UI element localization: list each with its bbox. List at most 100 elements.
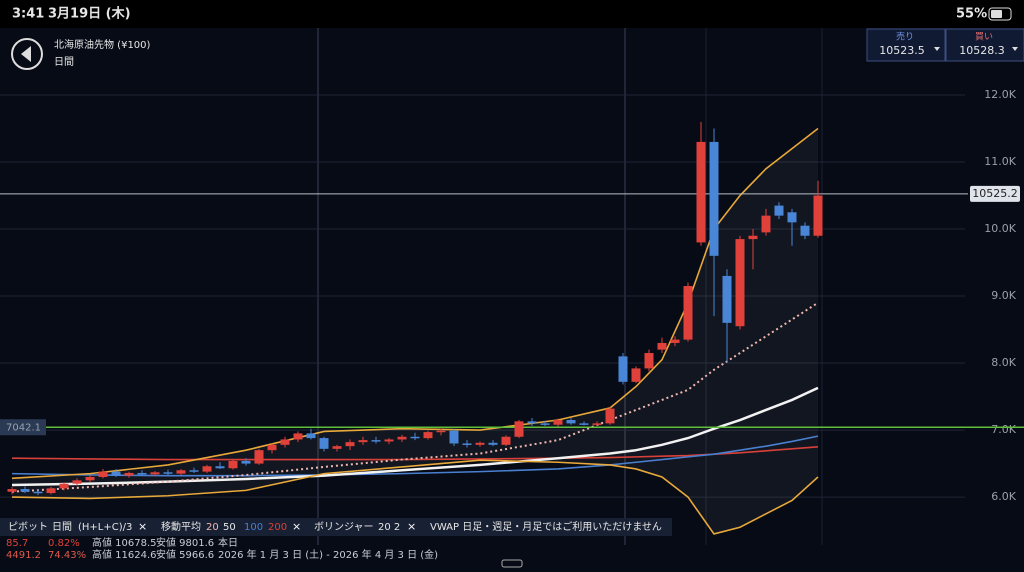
stat-text: 85.7 (6, 538, 28, 549)
candle-body (488, 442, 498, 445)
status-bar (0, 0, 1024, 28)
y-tick-label: 6.0K (991, 490, 1016, 503)
candle-body (189, 470, 199, 472)
candle-body (761, 215, 771, 233)
battery-level: 55% (956, 7, 987, 22)
candle-body (410, 436, 420, 439)
y-tick-label: 10.0K (984, 222, 1016, 235)
legend-text: (H+L+C)/3 (78, 522, 132, 533)
candle-body (631, 368, 641, 382)
buy-price: 10528.3 (959, 44, 1005, 57)
candle-body (176, 470, 186, 474)
stat-text: 高値 11624.6 (92, 548, 157, 561)
candle-body (241, 460, 251, 464)
instrument-title: 北海原油先物 (¥100) (54, 38, 151, 51)
legend-text: 移動平均 (161, 520, 201, 533)
pivot-label-box (0, 419, 46, 436)
candle-body (527, 421, 537, 424)
legend-text: ピボット (8, 521, 48, 533)
candle-body (332, 446, 342, 449)
candle-body (202, 466, 212, 472)
y-tick-label: 9.0K (991, 289, 1016, 302)
y-tick-label: 11.0K (984, 155, 1016, 168)
candle-body (371, 440, 381, 442)
candle-body (605, 408, 615, 424)
battery-icon (988, 7, 1012, 21)
candle-body (618, 356, 628, 382)
candle-body (20, 489, 30, 492)
bollinger-band-fill (12, 128, 818, 534)
candle-body (696, 141, 706, 243)
candle-body (514, 421, 524, 437)
candle-body (423, 432, 433, 439)
candle-body (306, 433, 316, 439)
candle-body (553, 420, 563, 425)
last-price-label: 10525.2 (972, 187, 1018, 200)
stat-text: 高値 10678.5 (92, 536, 157, 549)
back-arrow (21, 46, 31, 62)
candle-body (800, 225, 810, 236)
legend-entry: 200 (268, 522, 287, 533)
sell-quote[interactable]: 売り 10523.5 (866, 28, 946, 62)
stat-text: 0.82% (48, 538, 80, 549)
handle[interactable] (501, 559, 523, 568)
candle-body (462, 443, 472, 445)
dropdown (934, 47, 940, 51)
stat-text: 安値 5966.6 (156, 548, 214, 561)
close-icon[interactable]: × (292, 520, 301, 533)
candle-body (501, 436, 511, 445)
legend-text: 日間 (52, 521, 72, 533)
candle-body (267, 444, 277, 451)
back-button[interactable] (11, 38, 43, 70)
candle-body (7, 489, 17, 492)
candle-body (46, 488, 56, 494)
plot: 6.0K 7.0K 8.0K 9.0K 10.0K 11.0K 12.0K 7042.1 105… (0, 88, 1024, 535)
close-icon[interactable]: × (407, 520, 416, 533)
legend-text: VWAP 日足・週足・月足ではご利用いただけません (430, 520, 662, 533)
candle-body (293, 433, 303, 440)
candle-body (722, 275, 732, 323)
buy-box[interactable] (945, 28, 1024, 62)
buy-quote[interactable]: 買い 10528.3 (945, 28, 1024, 62)
candle-body (683, 285, 693, 340)
candle-body (540, 423, 550, 425)
candle-body (85, 476, 95, 481)
y-tick-label: 12.0K (984, 88, 1016, 101)
candle-body (735, 239, 745, 327)
candle-body (163, 472, 173, 474)
bollinger-lower (11, 459, 819, 535)
candle-body (670, 339, 680, 343)
pivot-label: 7042.1 (6, 422, 41, 433)
candle-body (813, 195, 823, 236)
legend-text: ボリンジャー (314, 521, 374, 533)
candle-body (72, 480, 82, 484)
moving-average-line (11, 386, 819, 487)
close-icon[interactable]: × (138, 520, 147, 533)
sell-box[interactable] (866, 28, 946, 62)
stat-text: 安値 9801.6 (156, 536, 214, 549)
candle-body (59, 483, 69, 489)
sell-price: 10523.5 (879, 44, 925, 57)
legend-entry: 50 (223, 522, 236, 533)
candle-body (228, 460, 238, 469)
legend-text: 20 2 (378, 522, 400, 533)
candle-body (709, 141, 719, 256)
candle-body (397, 436, 407, 440)
candle-body (644, 353, 654, 369)
battery-fill (991, 10, 1002, 18)
candle-body (319, 438, 329, 449)
candle-body (787, 212, 797, 223)
legend-bar (0, 518, 672, 536)
stat-text: 74.43% (48, 550, 86, 561)
status-date: 3月19日 (木) (48, 6, 131, 22)
legend-entry: 100 (244, 522, 263, 533)
y-tick-label: 7.0K (991, 423, 1016, 436)
legend-entry: 20 (206, 522, 219, 533)
candle-body (436, 430, 446, 433)
candle-body (150, 472, 160, 475)
legend: ピボット 日間 (H+L+C)/3 × 移動平均 20 50 100 200 × ボリンジャー 20 … (0, 518, 672, 561)
candle-body (579, 423, 589, 425)
stat-text: 4491.2 (6, 550, 41, 561)
candle-body (98, 471, 108, 477)
